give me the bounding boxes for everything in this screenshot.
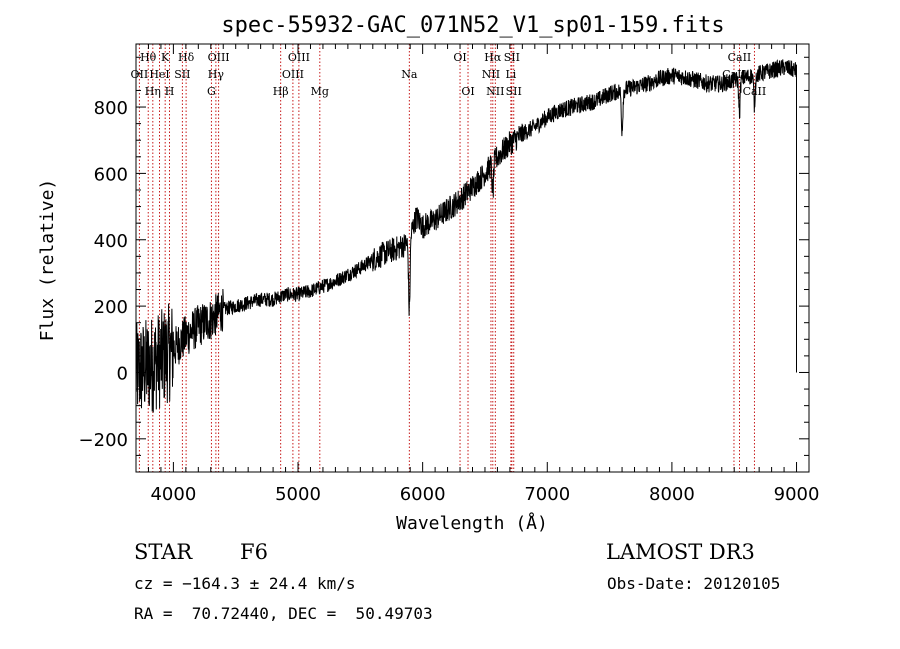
x-tick-label: 8000 [649,484,695,505]
spectral-line-label: OIII [208,51,230,64]
x-tick-label: 6000 [400,484,446,505]
spectral-line-label: NII [486,85,504,98]
spectral-line-label: Na [401,68,418,81]
x-axis-label: Wavelength (Å) [396,512,548,534]
spectral-line-label: CaII [743,85,767,98]
spectral-line-label: Mg [311,85,329,98]
spectral-line-label: K [161,51,170,64]
spectral-line-label: SII [504,51,520,64]
plot-frame [135,43,810,473]
spectral-line-label: H [165,85,175,98]
object-subclass: F6 [240,540,268,564]
spectral-line-label: Hθ [140,51,157,64]
spectral-line-markers [138,44,755,472]
spectral-line-label: Hβ [273,85,289,98]
y-tick-label: 400 [94,231,128,252]
y-tick-label: 800 [94,98,128,119]
spectrum-series [135,59,797,413]
y-tick-label: 200 [94,297,128,318]
x-tick-label: 4000 [150,484,196,505]
spectral-line-label: Hη [145,85,161,98]
spectral-line-label: OIII [288,51,310,64]
spectral-line-label: OI [453,51,466,64]
y-tick-label: −200 [79,430,128,451]
y-axis-label: Flux (relative) [37,179,58,342]
spectral-line-label: Hδ [178,51,195,64]
spectral-line-label: OII [131,68,149,81]
spectral-line-label: Li [505,68,516,81]
object-class: STAR [134,540,193,564]
survey-label: LAMOST DR3 [606,540,755,564]
spectral-line-label: OIII [282,68,304,81]
spectral-line-label: NII [482,68,500,81]
spectral-line-label: OI [461,85,474,98]
spectral-line-label: SII [174,68,190,81]
spectral-line-label: CaII [728,51,752,64]
redshift-velocity: cz = −164.3 ± 24.4 km/s [134,574,356,593]
spectral-line-label: SII [506,85,522,98]
spectral-line-labels: OII Hθ Hη HeI K H SII Hδ G Hγ OIII Hβ OIII OIII Mg Na OI… [131,51,767,98]
x-tick-label: 5000 [275,484,321,505]
coordinates: RA = 70.72440, DEC = 50.49703 [134,604,433,623]
spectral-line-label: Hα [484,51,502,64]
chart-title: spec-55932-GAC_071N52_V1_sp01-159.fits [221,13,724,38]
x-tick-label: 9000 [774,484,820,505]
observation-date: Obs-Date: 20120105 [607,574,781,593]
y-tick-label: 0 [117,363,128,384]
y-tick-label: 600 [94,164,128,185]
axes: 4000 5000 6000 7000 8000 9000 −200 0 200 400 600 80… [79,44,820,505]
spectral-line-label: G [207,85,216,98]
spectral-line-label: HeI [149,68,169,81]
spectral-line-label: Hγ [208,68,225,81]
x-tick-label: 7000 [524,484,570,505]
